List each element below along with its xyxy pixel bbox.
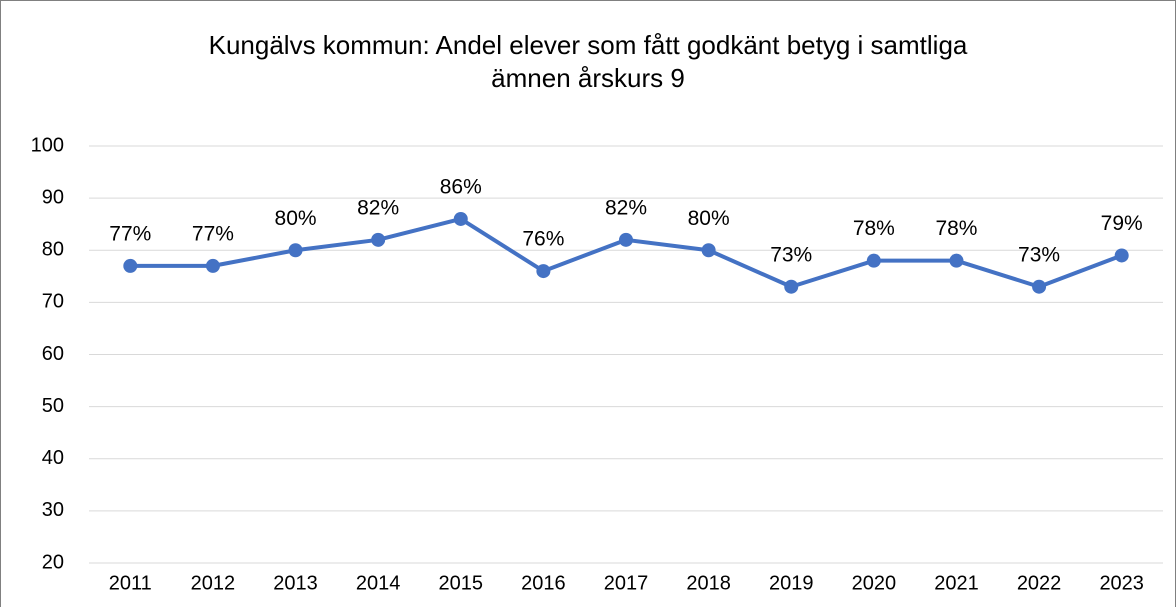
x-tick-label: 2012	[191, 572, 236, 594]
data-point	[536, 264, 551, 279]
x-tick-label: 2016	[521, 572, 566, 594]
x-tick-label: 2017	[604, 572, 649, 594]
x-tick-label: 2021	[934, 572, 979, 594]
x-tick-label: 2014	[356, 572, 401, 594]
data-point	[371, 232, 386, 247]
data-point	[866, 253, 881, 268]
data-point	[1114, 248, 1129, 263]
y-tick-label: 80	[42, 239, 64, 261]
y-tick-label: 70	[42, 291, 64, 313]
chart-title: Kungälvs kommun: Andel elever som fått g…	[209, 30, 968, 60]
data-point	[949, 253, 964, 268]
data-point	[205, 258, 220, 273]
data-label: 86%	[440, 176, 482, 199]
data-label: 82%	[357, 196, 399, 219]
data-point	[288, 243, 303, 258]
data-label: 73%	[1018, 243, 1060, 266]
y-tick-label: 90	[42, 186, 64, 208]
y-tick-label: 60	[42, 343, 64, 365]
data-point	[1032, 279, 1047, 294]
data-point	[123, 258, 138, 273]
y-tick-label: 30	[42, 499, 64, 521]
x-tick-label: 2022	[1017, 572, 1062, 594]
data-point	[784, 279, 799, 294]
data-label: 82%	[605, 196, 647, 219]
data-point	[619, 232, 633, 247]
x-tick-label: 2023	[1099, 572, 1144, 594]
x-tick-label: 2013	[273, 572, 318, 594]
data-label: 77%	[192, 222, 234, 245]
x-tick-label: 2015	[439, 572, 484, 594]
data-label: 76%	[522, 228, 564, 251]
data-label: 80%	[688, 207, 730, 230]
data-label: 78%	[935, 217, 977, 240]
data-point	[701, 243, 716, 258]
data-label: 79%	[1101, 212, 1143, 235]
data-label: 78%	[853, 217, 895, 240]
x-tick-label: 2011	[109, 572, 152, 594]
y-tick-label: 50	[42, 395, 64, 417]
y-tick-label: 40	[42, 447, 64, 469]
x-tick-label: 2018	[686, 572, 731, 594]
data-label: 77%	[109, 222, 151, 245]
y-tick-label: 100	[31, 134, 64, 156]
x-tick-label: 2019	[769, 572, 814, 594]
data-label: 80%	[275, 207, 317, 230]
data-label: 73%	[770, 243, 812, 266]
data-point	[453, 211, 468, 226]
y-tick-label: 20	[42, 551, 64, 573]
chart-title: ämnen årskurs 9	[491, 63, 685, 93]
x-tick-label: 2020	[852, 572, 897, 594]
